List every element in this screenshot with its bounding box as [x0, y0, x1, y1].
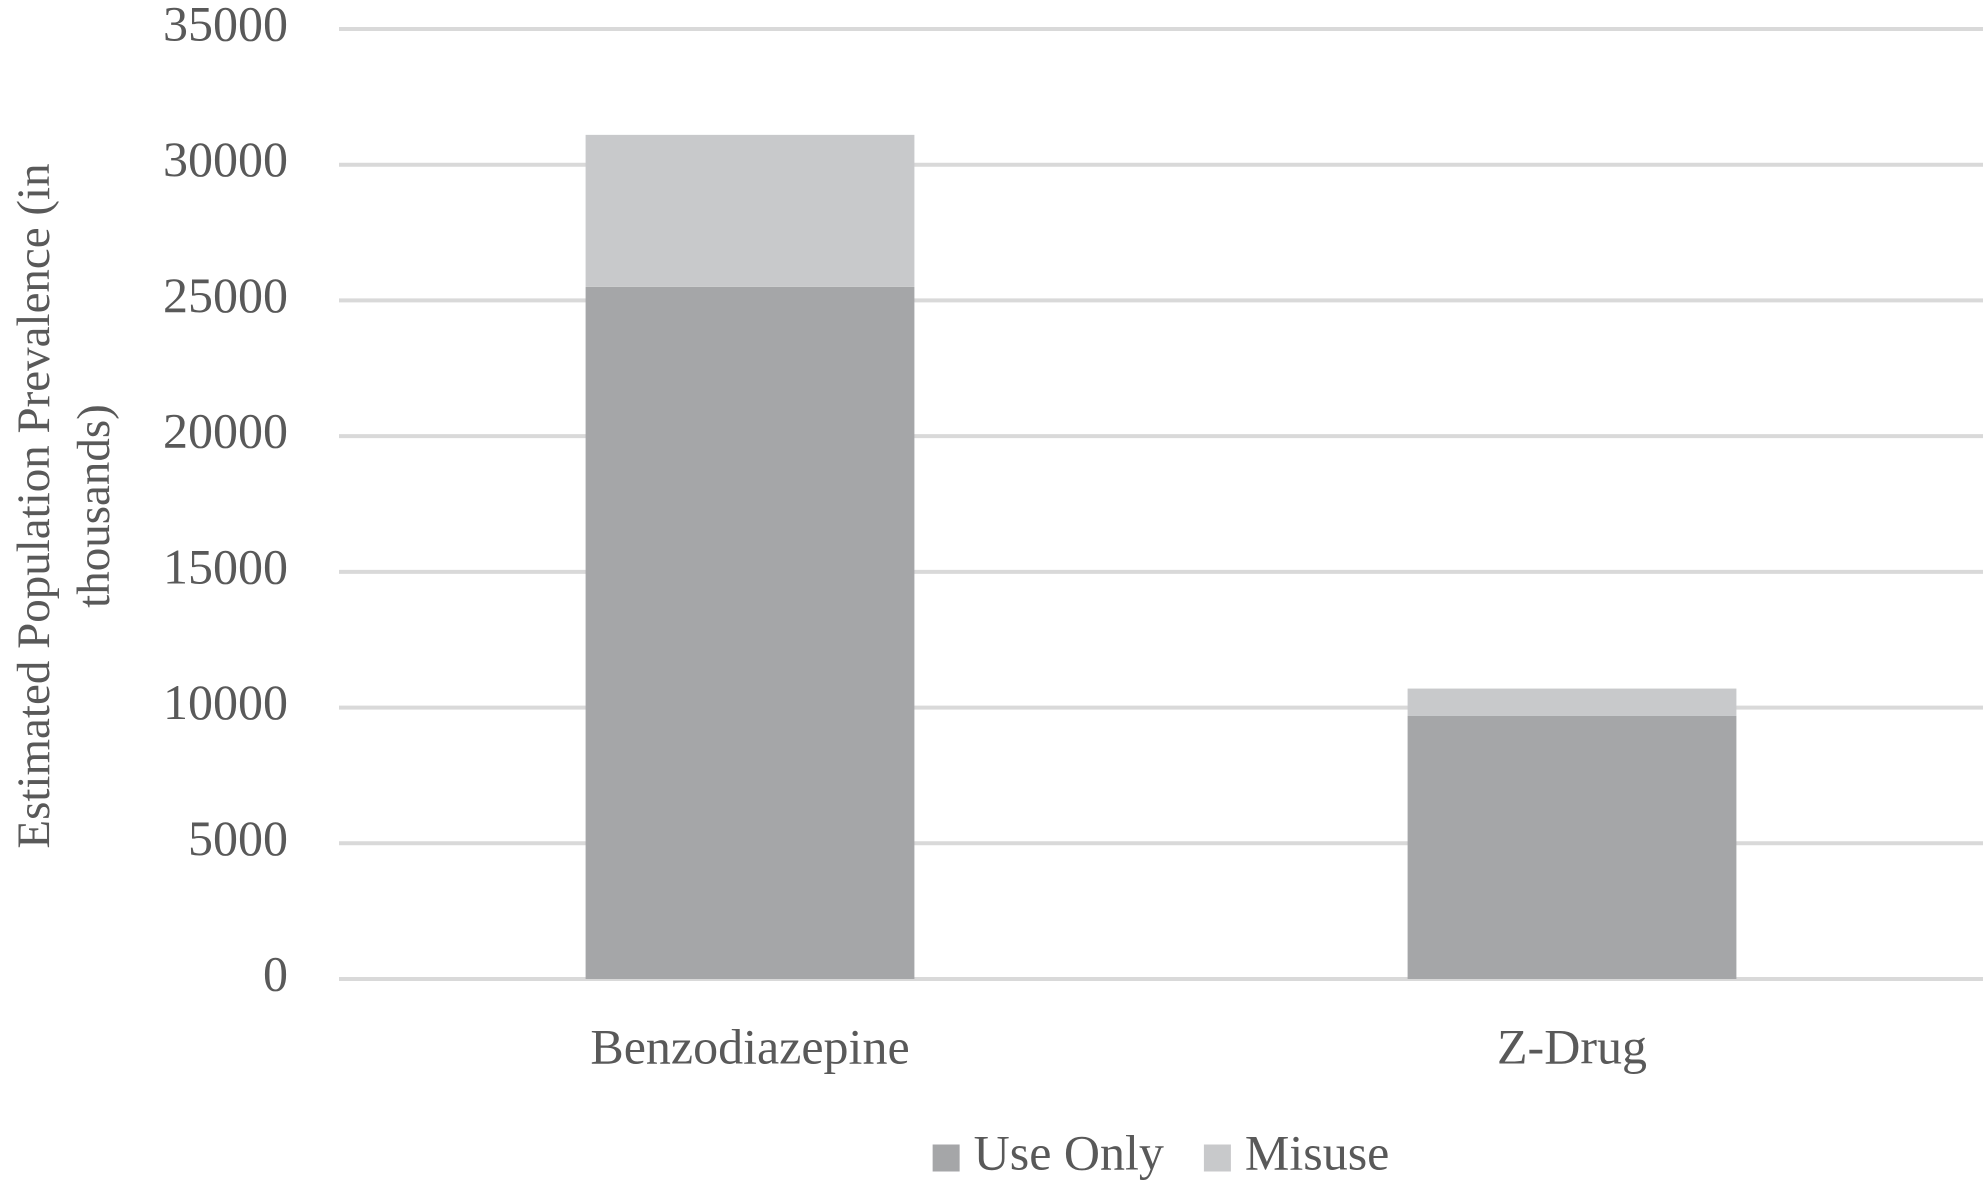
legend-label: Misuse — [1245, 1124, 1389, 1180]
bar-segment — [585, 286, 915, 979]
x-tick-label: Benzodiazepine — [590, 1018, 909, 1074]
y-tick-label: 10000 — [163, 674, 288, 730]
bar-segment — [1407, 688, 1737, 716]
legend-swatch — [932, 1144, 960, 1172]
y-tick-label: 20000 — [163, 403, 288, 459]
bar-segment — [585, 134, 915, 287]
bar-segment — [1407, 715, 1737, 979]
x-tick-label: Z-Drug — [1497, 1018, 1647, 1074]
y-tick-label: 30000 — [163, 131, 288, 187]
legend-label: Use Only — [974, 1124, 1164, 1180]
y-tick-label: 35000 — [163, 0, 288, 51]
y-tick-label: 0 — [263, 945, 288, 1001]
y-tick-label: 25000 — [163, 267, 288, 323]
y-tick-label: 5000 — [188, 810, 288, 866]
legend-swatch — [1203, 1144, 1231, 1172]
y-tick-label: 15000 — [163, 538, 288, 594]
